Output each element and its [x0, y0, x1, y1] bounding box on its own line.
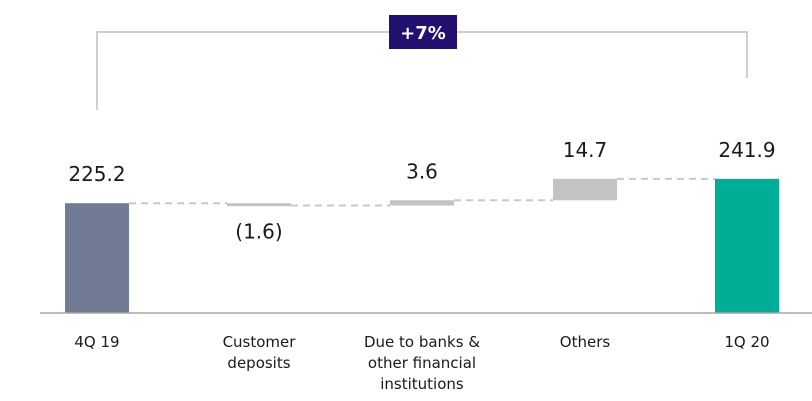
value-label: 225.2: [68, 162, 125, 186]
bar: [227, 203, 291, 207]
category-label: Others: [560, 333, 611, 351]
category-label: 1Q 20: [724, 333, 769, 351]
category-labels: 4Q 19 Customer deposits Due to banks & other…: [74, 333, 769, 393]
value-label: (1.6): [235, 220, 282, 244]
value-label: 14.7: [563, 138, 608, 162]
value-label: 3.6: [406, 159, 438, 183]
category-label: Due to banks &: [364, 333, 480, 351]
category-label: 4Q 19: [74, 333, 119, 351]
bar: [553, 178, 617, 201]
value-label: 241.9: [718, 138, 775, 162]
value-labels: 225.2 (1.6) 3.6 14.7 241.9: [68, 138, 775, 244]
change-bracket: +7%: [96, 15, 748, 110]
bar: [65, 203, 129, 313]
category-label: Customer: [223, 333, 297, 351]
bar: [715, 178, 779, 313]
category-label: deposits: [227, 354, 290, 372]
change-badge-label: +7%: [400, 23, 446, 44]
category-label: other financial: [368, 354, 476, 372]
bars: [65, 178, 779, 313]
connector-lines: [129, 177, 715, 207]
category-label: institutions: [380, 375, 464, 393]
change-badge: [389, 15, 457, 49]
bar: [390, 200, 454, 206]
